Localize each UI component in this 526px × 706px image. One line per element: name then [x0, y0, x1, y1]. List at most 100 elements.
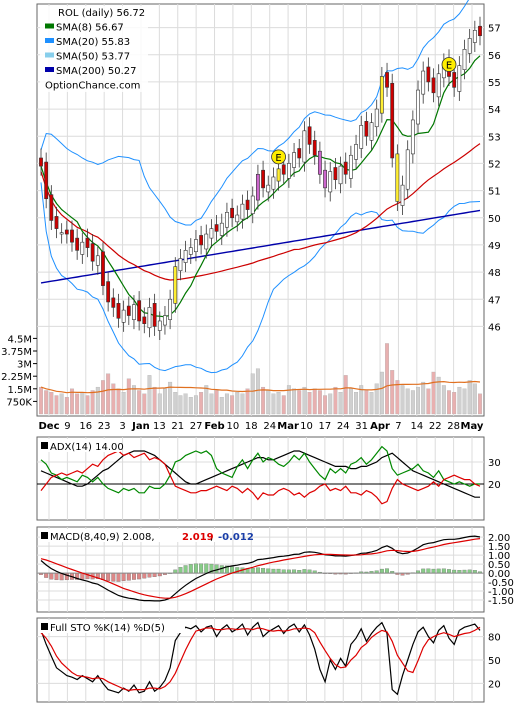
- volume-bar: [204, 385, 209, 415]
- bollinger-lower-line: [40, 182, 481, 374]
- macd-histogram-bar: [426, 568, 431, 574]
- tick-label: 2.00: [488, 533, 510, 544]
- volume-bar: [271, 393, 276, 415]
- volume-bar: [338, 392, 343, 415]
- price-legend: ROL (daily) 56.72 SMA(8) 56.67 SMA(20) 55.…: [40, 6, 148, 92]
- candle-body: [111, 297, 116, 308]
- candle-body: [385, 72, 389, 88]
- candle-body: [173, 266, 178, 304]
- macd-histogram-bar: [49, 572, 54, 580]
- volume-bar: [462, 388, 467, 415]
- candle-body: [178, 258, 183, 272]
- price-panel: 57 56 55 54 53 52 51 50 49 48 47 46 4.5M 3.75M 3M2.25M…: [1, 0, 501, 432]
- volume-bar: [49, 392, 54, 415]
- volume-bar: [173, 392, 178, 415]
- candle-body: [183, 250, 188, 263]
- di-line: [40, 445, 480, 494]
- candle-body: [152, 303, 157, 327]
- macd-histogram-bar: [126, 572, 131, 581]
- volume-bar: [240, 393, 245, 415]
- candle-body: [467, 38, 472, 54]
- volume-bar: [436, 376, 441, 415]
- x-tick-label: 28: [447, 421, 460, 432]
- tick-label: 0.50: [488, 560, 510, 571]
- volume-bar: [354, 392, 359, 415]
- price-tick-label: 53: [488, 132, 501, 143]
- macd-histogram-bar: [188, 564, 193, 574]
- volume-bar: [281, 395, 286, 415]
- adx-title-background: [40, 439, 120, 452]
- price-tick-label: 54: [488, 105, 501, 116]
- macd-histogram-bar: [152, 572, 157, 577]
- tick-label: -0.50: [488, 578, 514, 589]
- candle-body: [80, 241, 85, 255]
- candle-body: [194, 239, 198, 253]
- macd-histogram-bar: [250, 568, 255, 574]
- macd-histogram-bar: [64, 572, 69, 581]
- volume-bar: [193, 395, 198, 415]
- x-tick-label: 3: [119, 421, 125, 432]
- volume-bar: [348, 388, 353, 415]
- candle-body: [168, 298, 173, 320]
- macd-histogram-bar: [142, 572, 147, 579]
- volume-bar: [126, 378, 131, 415]
- candle-body: [281, 164, 286, 175]
- price-tick-label: 57: [488, 24, 501, 35]
- macd-histogram-bar: [431, 568, 436, 574]
- earnings-marker: [271, 149, 286, 165]
- volume-bar: [75, 393, 80, 415]
- candle-body: [199, 235, 204, 246]
- candle-body: [452, 72, 457, 88]
- macd-histogram-bar: [132, 572, 136, 580]
- macd-histogram-bar: [111, 572, 116, 582]
- volume-bar: [457, 386, 462, 415]
- candle-body: [39, 157, 43, 167]
- macd-histogram-bar: [292, 569, 297, 574]
- volume-bar: [266, 390, 271, 415]
- candle-body: [379, 76, 384, 114]
- x-tick-label: 31: [355, 421, 368, 432]
- candle-body: [147, 307, 152, 329]
- macd-histogram-bar: [204, 563, 209, 574]
- tick-label: 0.00: [488, 569, 510, 580]
- price-tick-label: 52: [488, 159, 501, 170]
- legend-label: OptionChance.com: [45, 81, 140, 92]
- volume-bar: [302, 386, 307, 415]
- macd-title-part: -0.012: [218, 532, 254, 543]
- sto-title-swatch: [41, 623, 48, 630]
- candle-body: [312, 140, 317, 156]
- stochastic-panel: 80 50 20 Full STO %K(14) %D(5): [36, 617, 501, 703]
- candle-body: [354, 144, 358, 160]
- candle-body: [157, 320, 162, 331]
- volume-bar: [85, 395, 90, 415]
- candle-body: [333, 167, 338, 181]
- x-tick-label: Jan: [131, 421, 150, 432]
- sma8-line: [40, 55, 481, 318]
- candle-body: [431, 77, 436, 94]
- volume-bar: [292, 388, 297, 415]
- volume-bar: [421, 381, 426, 415]
- candle-body: [395, 153, 400, 202]
- candle-body: [359, 125, 364, 149]
- volume-tick-label: 4.5M: [7, 334, 32, 345]
- macd-title-swatch: [41, 532, 48, 539]
- volume-bar: [333, 386, 338, 415]
- macd-histogram-bar: [106, 572, 111, 581]
- adx-title-swatch: [41, 442, 48, 449]
- candle-body: [209, 228, 214, 239]
- volume-bar: [390, 370, 395, 415]
- di-line: [40, 450, 481, 505]
- tick-label: 20: [488, 480, 501, 491]
- candle-body: [478, 25, 482, 37]
- volume-bar: [54, 395, 59, 415]
- x-tick-label: 13: [153, 421, 166, 432]
- volume-bar: [80, 392, 85, 415]
- candle-body: [116, 303, 121, 319]
- x-tick-label: 7: [395, 421, 401, 432]
- volume-bar: [137, 390, 142, 415]
- candle-body: [163, 315, 167, 326]
- macd-title-part: ,: [210, 532, 213, 543]
- volume-bar: [168, 381, 173, 415]
- volume-bar: [416, 386, 420, 415]
